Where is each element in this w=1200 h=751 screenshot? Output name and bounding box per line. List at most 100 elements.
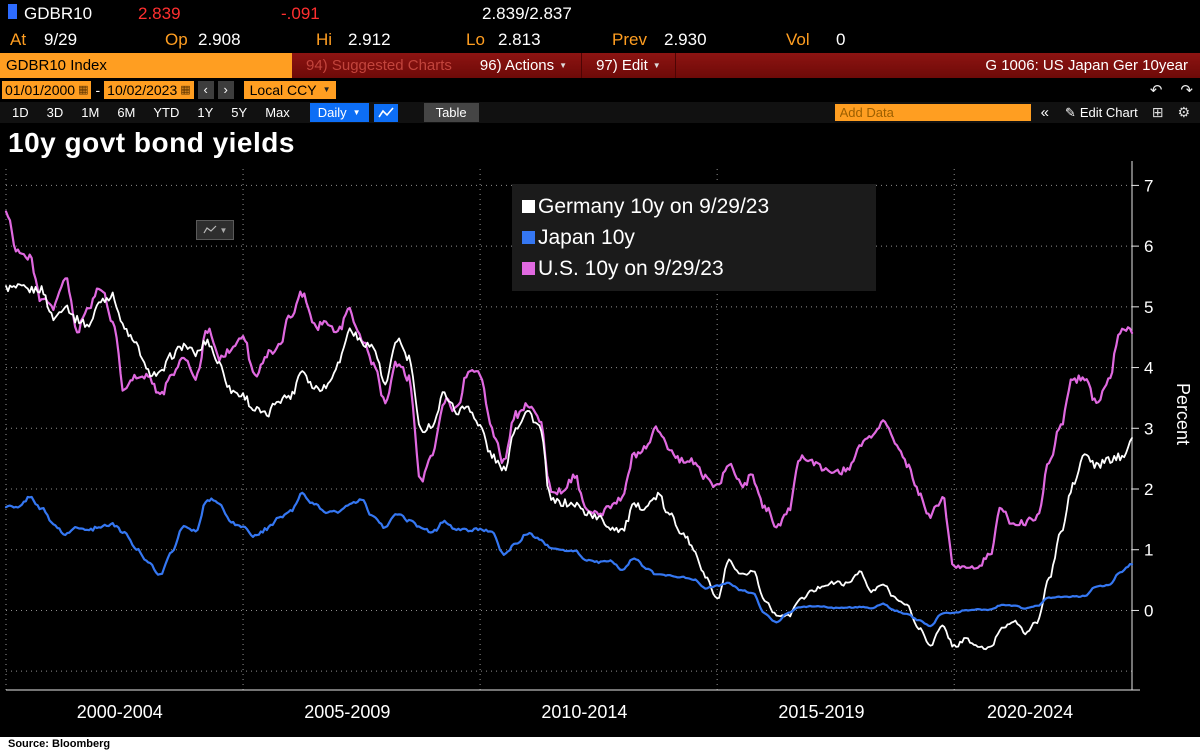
period-button-max[interactable]: Max: [265, 105, 290, 120]
x-axis-label: 2020-2024: [987, 702, 1073, 722]
legend-label: Japan 10y: [538, 225, 635, 249]
pencil-icon: ✎: [1064, 104, 1076, 120]
menu-edit-label: 97) Edit: [596, 57, 648, 74]
y-tick-label: 0: [1144, 601, 1153, 620]
period-button-1m[interactable]: 1M: [81, 105, 100, 120]
legend-item-us[interactable]: U.S. 10y on 9/29/23: [522, 253, 876, 284]
source-bar: Source: Bloomberg: [0, 737, 1200, 751]
series-line-us: [4, 210, 1134, 570]
mini-chart-icon: [203, 225, 216, 234]
currency-value: Local CCY: [249, 82, 317, 98]
high-value: 2.912: [348, 30, 391, 49]
menu-spacer: [676, 53, 986, 78]
prev-value: 2.930: [664, 30, 707, 49]
period-button-1y[interactable]: 1Y: [197, 105, 214, 120]
low-value: 2.813: [498, 30, 541, 49]
chevron-down-icon: ▼: [219, 225, 228, 235]
y-tick-label: 3: [1144, 419, 1153, 438]
frequency-value: Daily: [317, 105, 347, 120]
date-to-value: 10/02/2023: [107, 82, 178, 98]
y-tick-label: 7: [1144, 176, 1153, 195]
menu-actions-label: 96) Actions: [479, 57, 555, 74]
calendar-icon[interactable]: ▦: [180, 84, 191, 96]
line-chart-type-button[interactable]: [373, 103, 398, 122]
grid-view-icon[interactable]: ⊞: [1151, 104, 1164, 120]
vol-value: 0: [836, 30, 846, 49]
period-button-5y[interactable]: 5Y: [231, 105, 248, 120]
x-axis-label: 2005-2009: [304, 702, 390, 722]
date-from-value: 01/01/2000: [5, 82, 76, 98]
japan-swatch-icon: [522, 231, 535, 244]
period-button-1d[interactable]: 1D: [12, 105, 29, 120]
y-tick-label: 5: [1144, 298, 1153, 317]
menu-actions[interactable]: 96) Actions ▼: [466, 53, 583, 78]
series-line-germany: [5, 283, 1133, 651]
screen-title: G 1006: US Japan Ger 10year: [985, 57, 1188, 74]
quote-stats-row: At 9/29 Op 2.908 Hi 2.912 Lo 2.813 Prev …: [0, 28, 1200, 53]
y-axis-title: Percent: [1173, 383, 1193, 446]
legend-item-japan[interactable]: Japan 10y: [522, 222, 876, 253]
vol-label: Vol: [786, 30, 810, 49]
at-label: At: [10, 30, 27, 49]
y-tick-label: 1: [1144, 541, 1153, 560]
edit-chart-label: Edit Chart: [1079, 105, 1138, 120]
high-label: Hi: [316, 30, 333, 49]
period-button-ytd[interactable]: YTD: [153, 105, 180, 120]
chevron-down-icon: ▼: [652, 61, 661, 70]
y-tick-label: 4: [1144, 359, 1153, 378]
low-label: Lo: [466, 30, 485, 49]
y-tick-label: 6: [1144, 237, 1153, 256]
add-data-input[interactable]: [834, 104, 1031, 121]
chevron-down-icon: ▼: [559, 61, 568, 70]
chevron-down-icon: ▼: [352, 108, 361, 117]
us-swatch-icon: [522, 262, 535, 275]
period-button-3d[interactable]: 3D: [46, 105, 64, 120]
prev-label: Prev: [612, 30, 647, 49]
security-input[interactable]: GDBR10 Index: [0, 53, 292, 78]
currency-select[interactable]: Local CCY ▼: [243, 81, 337, 99]
chart-title: 10y govt bond yields: [8, 127, 295, 158]
x-axis-label: 2015-2019: [778, 702, 864, 722]
gear-icon[interactable]: ⚙: [1177, 104, 1190, 120]
quote-header-row: GDBR10 2.839 -.091 2.839/2.837: [0, 0, 1200, 28]
ticker-color-swatch: [8, 4, 17, 19]
collapse-panel-icon[interactable]: «: [1040, 104, 1049, 121]
undo-icon[interactable]: ↶: [1149, 82, 1163, 99]
table-button[interactable]: Table: [423, 103, 479, 122]
edit-chart-button[interactable]: ✎ Edit Chart: [1059, 105, 1144, 121]
x-axis-label: 2000-2004: [77, 702, 163, 722]
redo-icon[interactable]: ↷: [1180, 82, 1193, 99]
ticker-symbol: GDBR10: [24, 4, 93, 23]
germany-swatch-icon: [522, 200, 535, 213]
menu-edit[interactable]: 97) Edit ▼: [582, 53, 676, 78]
chart-toolbar: 1D 3D 1M 6M YTD 1Y 5Y Max Daily ▼ Table …: [0, 102, 1200, 123]
yield-chart-plot[interactable]: 0 1 2 3 4 5 6 7 2000-2004 2005-2009 2010-2014 2015-…: [0, 123, 1200, 737]
open-value: 2.908: [198, 30, 241, 49]
line-chart-icon: [377, 106, 394, 117]
date-from-field[interactable]: 01/01/2000 ▦: [2, 81, 92, 99]
legend-item-germany[interactable]: Germany 10y on 9/29/23: [522, 191, 876, 222]
date-to-field[interactable]: 10/02/2023 ▦: [104, 81, 194, 99]
legend-label: U.S. 10y on 9/29/23: [538, 256, 724, 280]
range-controls-row: 01/01/2000 ▦ - 10/02/2023 ▦ ‹ › Local CC…: [0, 78, 1200, 102]
bid-ask: 2.839/2.837: [482, 4, 572, 23]
chart-area: 0 1 2 3 4 5 6 7 2000-2004 2005-2009 2010-2014 2015-…: [0, 123, 1200, 737]
series-line-japan: [4, 491, 1134, 628]
range-back-button[interactable]: ‹: [197, 81, 214, 99]
frequency-select[interactable]: Daily ▼: [309, 103, 369, 122]
period-button-6m[interactable]: 6M: [117, 105, 136, 120]
calendar-icon[interactable]: ▦: [78, 84, 89, 96]
price-change: -.091: [281, 4, 320, 23]
at-value: 9/29: [44, 30, 78, 49]
chart-legend: Germany 10y on 9/29/23 Japan 10y U.S. 10…: [512, 184, 876, 291]
legend-label: Germany 10y on 9/29/23: [538, 194, 770, 218]
menu-bar: GDBR10 Index 94) Suggested Charts 96) Ac…: [0, 53, 1200, 78]
x-axis-label: 2010-2014: [541, 702, 627, 722]
range-forward-button[interactable]: ›: [217, 81, 234, 99]
menu-suggested-charts[interactable]: 94) Suggested Charts: [306, 57, 452, 74]
y-tick-label: 2: [1144, 480, 1153, 499]
chevron-down-icon: ▼: [322, 85, 331, 94]
chart-tools-button[interactable]: ▼: [196, 220, 234, 240]
open-label: Op: [165, 30, 188, 49]
